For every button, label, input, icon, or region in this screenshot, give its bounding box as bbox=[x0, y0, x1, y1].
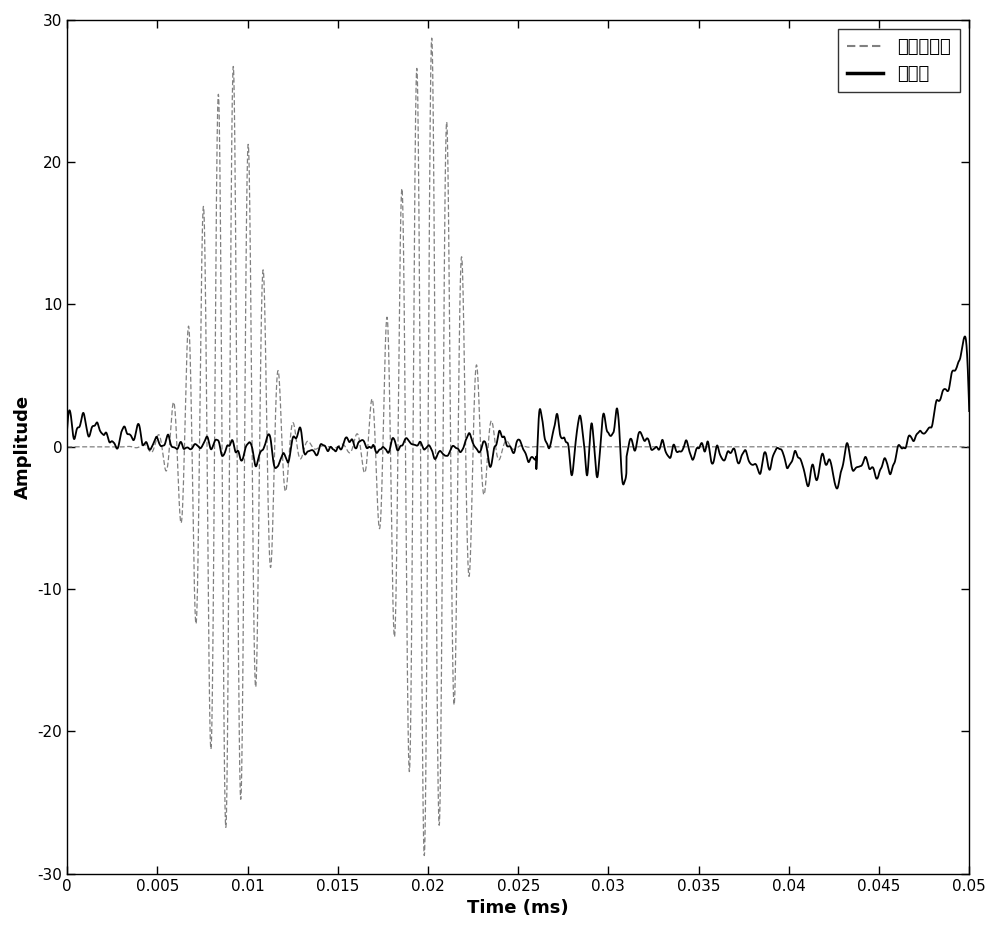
本方法 bbox=[602, 427, 614, 439]
受干扰信号 bbox=[735, 441, 747, 452]
本方法 bbox=[648, 443, 660, 454]
受干扰信号 bbox=[603, 441, 615, 452]
受干扰信号 bbox=[225, 220, 237, 231]
本方法 bbox=[406, 439, 418, 450]
本方法 bbox=[61, 423, 73, 434]
本方法 bbox=[803, 479, 815, 491]
X-axis label: Time (ms): Time (ms) bbox=[467, 899, 569, 917]
受干扰信号 bbox=[963, 441, 975, 452]
受干扰信号 bbox=[61, 441, 73, 452]
本方法 bbox=[831, 483, 843, 494]
Line: 本方法: 本方法 bbox=[67, 336, 969, 489]
Line: 受干扰信号: 受干扰信号 bbox=[67, 38, 969, 856]
受干扰信号 bbox=[406, 599, 418, 610]
本方法 bbox=[225, 437, 237, 448]
受干扰信号 bbox=[648, 441, 660, 452]
本方法 bbox=[734, 455, 746, 466]
本方法 bbox=[963, 406, 975, 417]
本方法 bbox=[959, 331, 971, 342]
Y-axis label: Amplitude: Amplitude bbox=[14, 395, 32, 499]
Legend: 受干扰信号, 本方法: 受干扰信号, 本方法 bbox=[838, 29, 960, 92]
受干扰信号 bbox=[418, 850, 430, 861]
受干扰信号 bbox=[803, 441, 815, 452]
受干扰信号 bbox=[426, 33, 438, 44]
